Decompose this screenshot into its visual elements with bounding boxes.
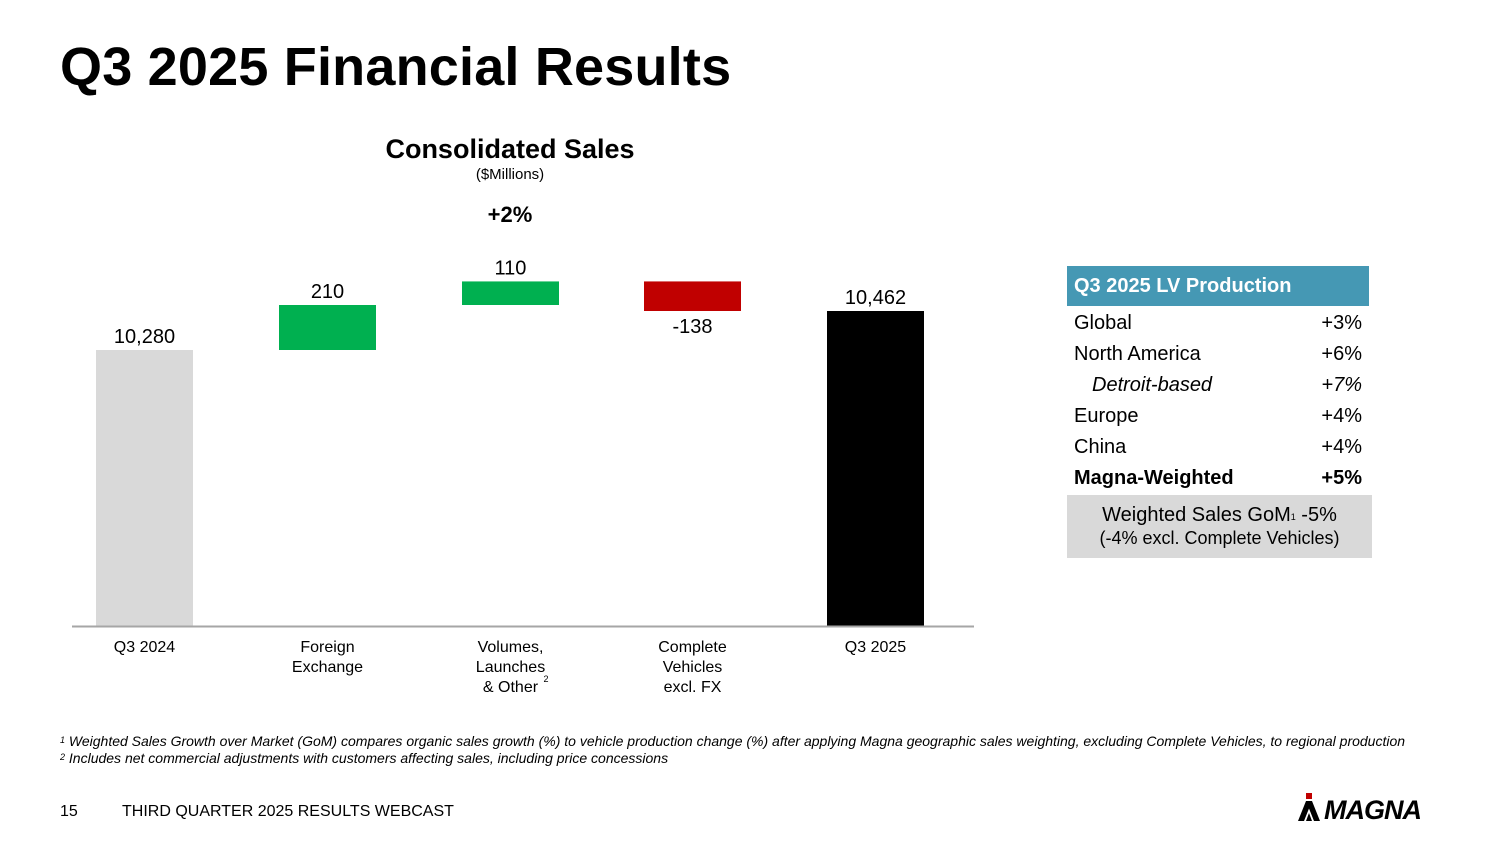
production-row-label: Europe bbox=[1074, 405, 1139, 427]
gom-label: Weighted Sales GoM bbox=[1102, 504, 1291, 526]
production-row-value: +7% bbox=[1321, 374, 1362, 396]
category-label: Q3 2025 bbox=[816, 638, 936, 658]
production-row-value: +4% bbox=[1321, 436, 1362, 458]
production-table-header: Q3 2025 LV Production bbox=[1067, 266, 1369, 306]
category-label: Foreign Exchange bbox=[268, 638, 388, 678]
category-label-line: Complete bbox=[658, 639, 727, 656]
category-label-line: Vehicles bbox=[662, 659, 723, 676]
production-table: Q3 2025 LV Production Global +3% North Ame… bbox=[1067, 266, 1372, 558]
production-row-label: China bbox=[1074, 436, 1127, 458]
production-row-value: +3% bbox=[1321, 312, 1362, 334]
category-label-line: Volumes, bbox=[477, 639, 544, 656]
gom-note: (-4% excl. Complete Vehicles) bbox=[1099, 528, 1340, 548]
bar-value-label: 10,462 bbox=[845, 287, 906, 309]
production-row-label: Detroit-based bbox=[1092, 374, 1213, 396]
category-label-line: Exchange bbox=[291, 659, 364, 676]
chart-title: Consolidated Sales bbox=[385, 134, 635, 164]
waterfall-chart: 10,280 210 110 -138 10,462 bbox=[72, 257, 974, 628]
bar-value-label: 110 bbox=[495, 257, 527, 279]
production-row-label: North America bbox=[1074, 343, 1201, 365]
production-row: Europe +4% bbox=[1067, 401, 1372, 432]
chart-subtitle: ($Millions) bbox=[475, 166, 545, 183]
category-label-line: Q3 2025 bbox=[844, 639, 907, 656]
category-label-line: Q3 2024 bbox=[113, 639, 176, 656]
production-row-label: Global bbox=[1074, 312, 1132, 334]
chart-change-label: +2% bbox=[487, 202, 533, 227]
category-label-line: & Other bbox=[482, 679, 539, 696]
gom-sup: 1 bbox=[1290, 512, 1296, 522]
bar-3 bbox=[644, 281, 741, 311]
page-number: 15 bbox=[60, 803, 78, 820]
bar-1 bbox=[279, 305, 376, 350]
bar-value-label: -138 bbox=[672, 316, 712, 338]
production-row: Global +3% bbox=[1067, 308, 1372, 339]
footnote-num: 2 bbox=[60, 752, 66, 762]
magna-logo-text: MAGNA bbox=[1324, 795, 1421, 821]
footnote-text: Weighted Sales Growth over Market (GoM) … bbox=[65, 733, 1406, 749]
production-row: China +4% bbox=[1067, 432, 1372, 463]
category-label: Volumes, Launches & Other bbox=[451, 638, 571, 698]
gom-value: -5% bbox=[1295, 504, 1337, 526]
category-label: Q3 2024 bbox=[85, 638, 205, 658]
footnote-num: 1 bbox=[60, 735, 66, 745]
gom-line: Weighted Sales GoM1 -5% bbox=[1067, 503, 1372, 527]
footnote-2: 2 Includes net commercial adjustments wi… bbox=[60, 750, 1405, 767]
magna-logo-mark bbox=[1298, 793, 1320, 821]
production-row: Detroit-based +7% bbox=[1067, 370, 1372, 401]
category-label: Complete Vehicles excl. FX bbox=[633, 638, 753, 698]
production-row-value: +4% bbox=[1321, 405, 1362, 427]
category-label-line: Launches bbox=[475, 659, 546, 676]
footer-text: THIRD QUARTER 2025 RESULTS WEBCAST bbox=[122, 803, 454, 820]
category-label-line: excl. FX bbox=[663, 679, 722, 696]
bar-value-label: 10,280 bbox=[114, 326, 175, 348]
magna-logo: MAGNA bbox=[1298, 793, 1422, 821]
category-label-line: Foreign bbox=[300, 639, 355, 656]
footnote-1: 1 Weighted Sales Growth over Market (GoM… bbox=[60, 733, 1405, 750]
footnote-text: Includes net commercial adjustments with… bbox=[65, 750, 669, 766]
production-row-label: Magna-Weighted bbox=[1074, 467, 1234, 489]
production-row: North America +6% bbox=[1067, 339, 1372, 370]
bar-4 bbox=[827, 311, 924, 626]
footnotes: 1 Weighted Sales Growth over Market (GoM… bbox=[60, 733, 1405, 767]
bar-value-label: 210 bbox=[311, 281, 344, 303]
bar-2 bbox=[462, 281, 559, 305]
production-table-rows: Global +3% North America +6% Detroit-based +7… bbox=[1067, 308, 1372, 494]
bar-0 bbox=[96, 350, 193, 626]
gom-box: Weighted Sales GoM1 -5% (-4% excl. Compl… bbox=[1067, 495, 1372, 558]
production-row-value: +5% bbox=[1321, 467, 1362, 489]
production-row: Magna-Weighted +5% bbox=[1067, 463, 1372, 494]
category-label-sup: 2 bbox=[543, 674, 549, 684]
production-row-value: +6% bbox=[1321, 343, 1362, 365]
page-title: Q3 2025 Financial Results bbox=[60, 37, 732, 97]
